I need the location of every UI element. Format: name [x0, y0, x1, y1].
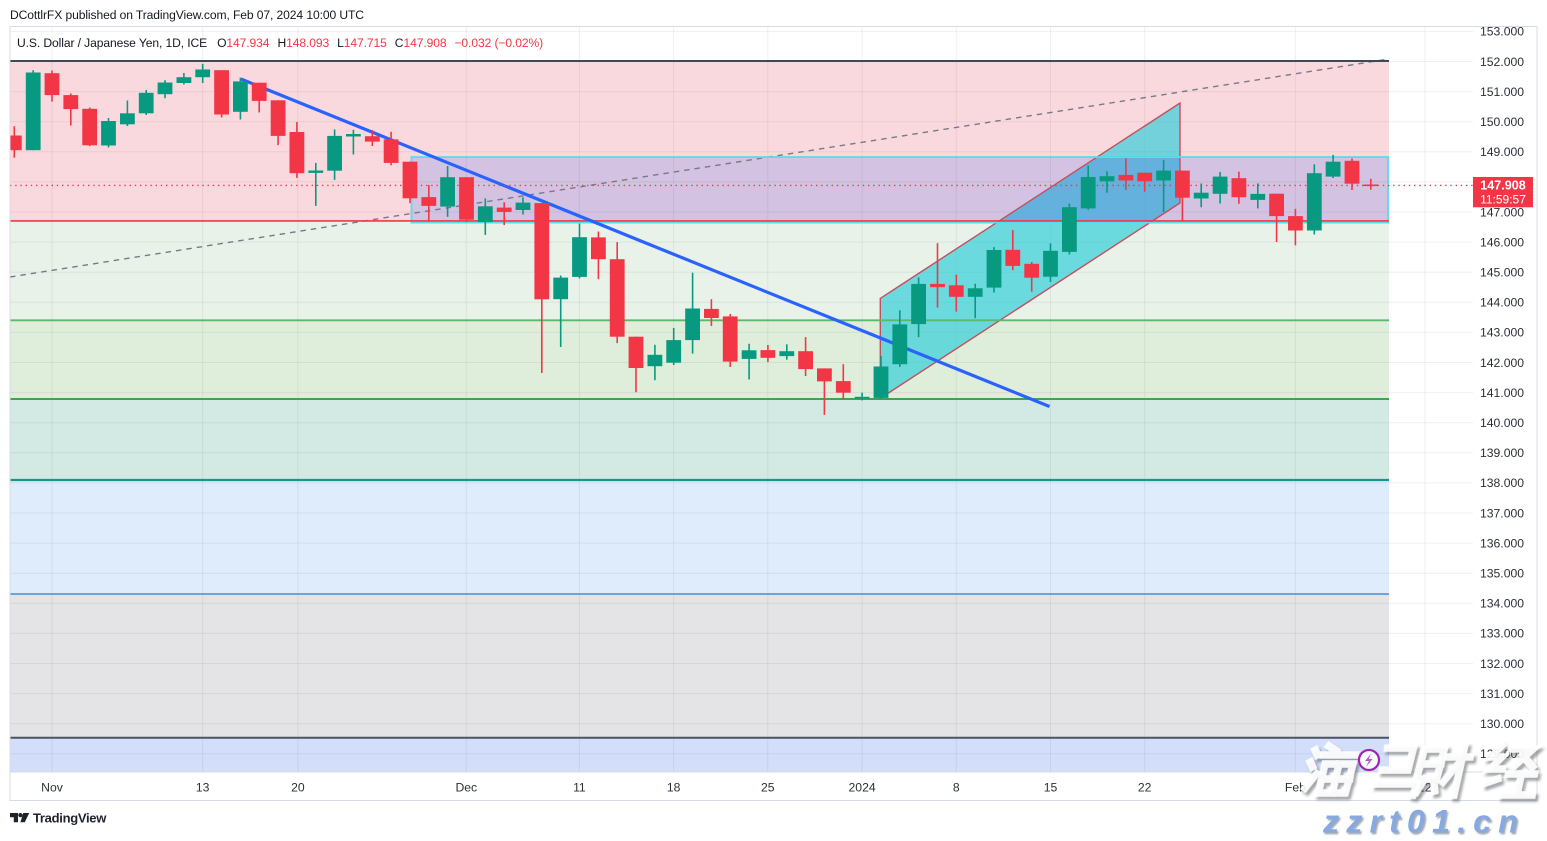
svg-text:15: 15 [1044, 781, 1058, 795]
svg-text:150.000: 150.000 [1480, 115, 1524, 129]
svg-text:zzrt01.cn: zzrt01.cn [1322, 804, 1525, 837]
svg-text:152.000: 152.000 [1480, 55, 1524, 69]
svg-text:137.000: 137.000 [1480, 506, 1524, 520]
svg-text:132.000: 132.000 [1480, 657, 1524, 671]
svg-text:U.S. Dollar / Japanese Yen, 1D: U.S. Dollar / Japanese Yen, 1D, ICE O147.… [17, 36, 543, 50]
svg-text:2024: 2024 [849, 781, 876, 795]
svg-text:140.000: 140.000 [1480, 416, 1524, 430]
svg-text:11:59:57: 11:59:57 [1480, 193, 1526, 207]
svg-text:11: 11 [573, 781, 586, 795]
svg-text:DCottlrFX published on Trading: DCottlrFX published on TradingView.com, … [10, 8, 364, 22]
svg-text:13: 13 [196, 781, 210, 795]
svg-text:139.000: 139.000 [1480, 446, 1524, 460]
svg-text:Feb: Feb [1285, 781, 1306, 795]
svg-text:25: 25 [761, 781, 775, 795]
svg-text:141.000: 141.000 [1480, 386, 1524, 400]
svg-text:20: 20 [291, 781, 305, 795]
svg-text:153.000: 153.000 [1480, 25, 1524, 39]
svg-text:131.000: 131.000 [1480, 687, 1524, 701]
svg-text:145.000: 145.000 [1480, 266, 1524, 280]
svg-text:144.000: 144.000 [1480, 296, 1524, 310]
svg-text:22: 22 [1138, 781, 1152, 795]
svg-text:143.000: 143.000 [1480, 326, 1524, 340]
svg-text:138.000: 138.000 [1480, 476, 1524, 490]
svg-text:146.000: 146.000 [1480, 235, 1524, 249]
svg-text:18: 18 [667, 781, 681, 795]
svg-text:147.908: 147.908 [1480, 179, 1526, 193]
svg-text:135.000: 135.000 [1480, 567, 1524, 581]
svg-text:Nov: Nov [41, 781, 64, 795]
svg-text:Dec: Dec [455, 781, 477, 795]
svg-text:133.000: 133.000 [1480, 627, 1524, 641]
svg-text:TradingView: TradingView [33, 811, 107, 826]
svg-text:8: 8 [953, 781, 960, 795]
svg-text:151.000: 151.000 [1480, 85, 1524, 99]
svg-text:147.000: 147.000 [1480, 205, 1524, 219]
svg-text:142.000: 142.000 [1480, 356, 1524, 370]
svg-text:130.000: 130.000 [1480, 717, 1524, 731]
svg-text:134.000: 134.000 [1480, 597, 1524, 611]
svg-text:136.000: 136.000 [1480, 536, 1524, 550]
svg-text:149.000: 149.000 [1480, 145, 1524, 159]
